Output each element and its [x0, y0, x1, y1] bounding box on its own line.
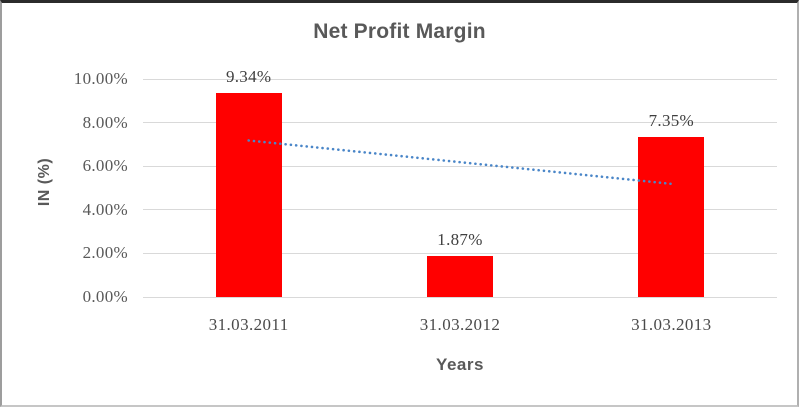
- gridline: [143, 122, 777, 124]
- bar-31.03.2011: [215, 93, 282, 297]
- data-label: 1.87%: [437, 230, 483, 250]
- gridline: [143, 252, 777, 254]
- y-tick-label: 10.00%: [73, 69, 128, 88]
- gridline: [143, 296, 777, 298]
- gridline: [143, 78, 777, 80]
- x-tick-label: 31.03.2013: [631, 315, 712, 334]
- x-tick-label: 31.03.2011: [208, 315, 289, 334]
- y-axis-title: IN (%): [36, 157, 53, 207]
- y-tick-label: 4.00%: [82, 199, 128, 219]
- x-tick-label: 31.03.2012: [419, 315, 501, 334]
- trendline: [247, 139, 673, 186]
- data-label: 7.35%: [648, 110, 695, 130]
- y-tick-label: 0.00%: [82, 287, 128, 306]
- y-tick-label: 8.00%: [82, 112, 128, 132]
- gridline: [143, 209, 777, 211]
- x-axis-title: Years: [436, 355, 484, 374]
- y-tick-label: 6.00%: [82, 156, 128, 176]
- plot-area: 9.34% 1.87% 7.35%: [143, 68, 777, 298]
- gridline: [143, 165, 777, 167]
- y-tick-label: 2.00%: [82, 243, 128, 263]
- bar-31.03.2013: [638, 136, 705, 297]
- bar-31.03.2012: [427, 256, 493, 297]
- chart-title: Net Profit Margin: [313, 20, 486, 43]
- data-label: 9.34%: [225, 67, 272, 87]
